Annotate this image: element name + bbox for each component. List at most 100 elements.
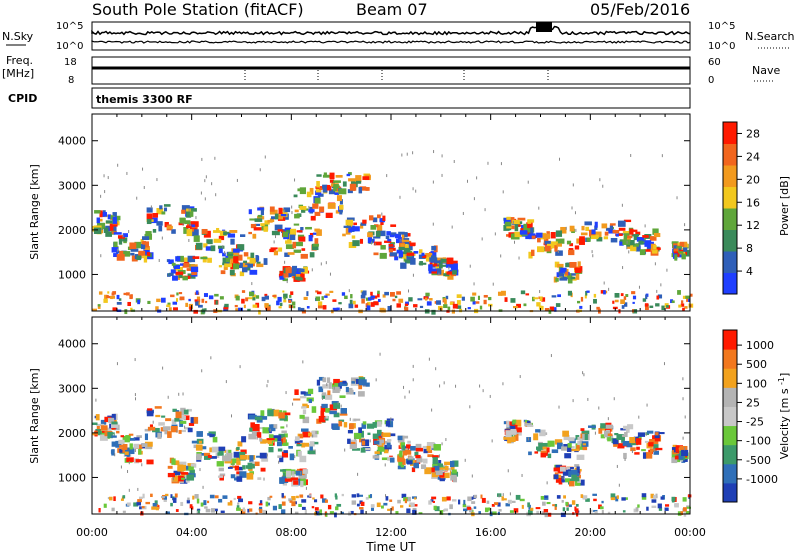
echo-cell [444,299,447,305]
echo-cell [161,236,163,240]
echo-cell [327,202,336,209]
echo-cell [262,509,268,514]
echo-cell [156,221,163,226]
echo-cell [433,269,440,273]
echo-cell [652,446,654,450]
nsearch-label: N.Search [745,30,795,43]
echo-cell [613,397,615,401]
echo-cell [324,416,326,420]
colorbar-tick-label: 4 [746,265,753,278]
echo-cell [625,294,629,297]
echo-cell [576,454,585,460]
echo-cell [251,429,258,436]
colorbar-swatch [723,387,737,407]
echo-cell [467,506,472,510]
echo-cell [577,440,581,447]
echo-cell [222,495,228,499]
echo-cell [399,450,403,458]
echo-cell [290,270,296,277]
echo-cell [616,495,619,499]
echo-cell [269,209,278,215]
echo-cell [355,180,362,184]
echo-cell [417,298,423,301]
echo-cell [449,301,454,305]
echo-cell [122,237,128,242]
echo-cell [289,453,295,461]
echo-cell [360,294,366,299]
echo-cell [439,467,441,471]
echo-cell [236,466,243,471]
echo-cell [249,291,254,297]
echo-cell [582,443,586,446]
echo-cell [260,467,266,472]
echo-cell [599,178,601,182]
echo-cell [179,415,186,420]
echo-cell [501,496,504,501]
echo-cell [270,247,278,250]
echo-cell [438,454,440,458]
echo-cell [360,222,367,226]
echo-cell [362,440,366,446]
echo-cell [340,404,342,408]
echo-cell [236,446,240,450]
echo-cell [371,295,376,299]
echo-cell [172,497,177,501]
echo-cell [152,502,157,507]
echo-cell [176,429,178,433]
echo-cell [270,216,277,220]
echo-cell [203,455,211,460]
echo-cell [225,380,227,384]
echo-cell [603,290,606,295]
echo-cell [100,212,107,217]
echo-cell [108,417,115,423]
echo-cell [120,498,124,501]
colorbar-tick-label: 28 [746,127,760,140]
echo-cell [682,377,684,381]
echo-cell [379,307,385,313]
echo-cell [543,509,549,513]
echo-cell [594,225,598,230]
echo-cell [121,447,128,450]
echo-cell [161,297,166,303]
echo-cell [261,296,266,302]
echo-cell [186,229,193,237]
echo-cell [519,375,521,379]
echo-cell [247,308,251,311]
echo-cell [492,282,494,286]
echo-cell [167,472,176,478]
echo-cell [431,470,439,473]
echo-cell [570,469,578,476]
echo-cell [245,297,249,302]
echo-cell [449,504,453,510]
echo-cell [298,268,305,273]
echo-cell [142,240,147,245]
echo-cell [286,424,288,428]
echo-cell [284,478,293,482]
echo-cell [146,410,154,417]
echo-cell [501,290,506,296]
echo-cell [523,223,528,231]
echo-cell [542,247,547,250]
echo-cell [302,416,310,424]
echo-cell [429,257,438,262]
echo-cell [593,298,597,304]
echo-cell [254,416,263,421]
echo-cell [104,416,112,423]
echo-cell [329,410,337,415]
echo-cell [622,231,631,234]
echo-cell [601,510,604,514]
echo-cell [326,383,328,387]
echo-cell [235,474,243,478]
echo-cell [512,419,517,424]
echo-cell [142,493,145,499]
echo-cell [122,510,126,513]
echo-cell [302,403,308,408]
echo-cell [511,420,515,427]
echo-cell [555,464,562,469]
echo-cell [641,496,647,500]
echo-cell [510,436,516,443]
echo-cell [555,250,563,256]
echo-cell [473,494,478,499]
echo-cell [185,479,190,483]
echo-cell [112,212,117,217]
